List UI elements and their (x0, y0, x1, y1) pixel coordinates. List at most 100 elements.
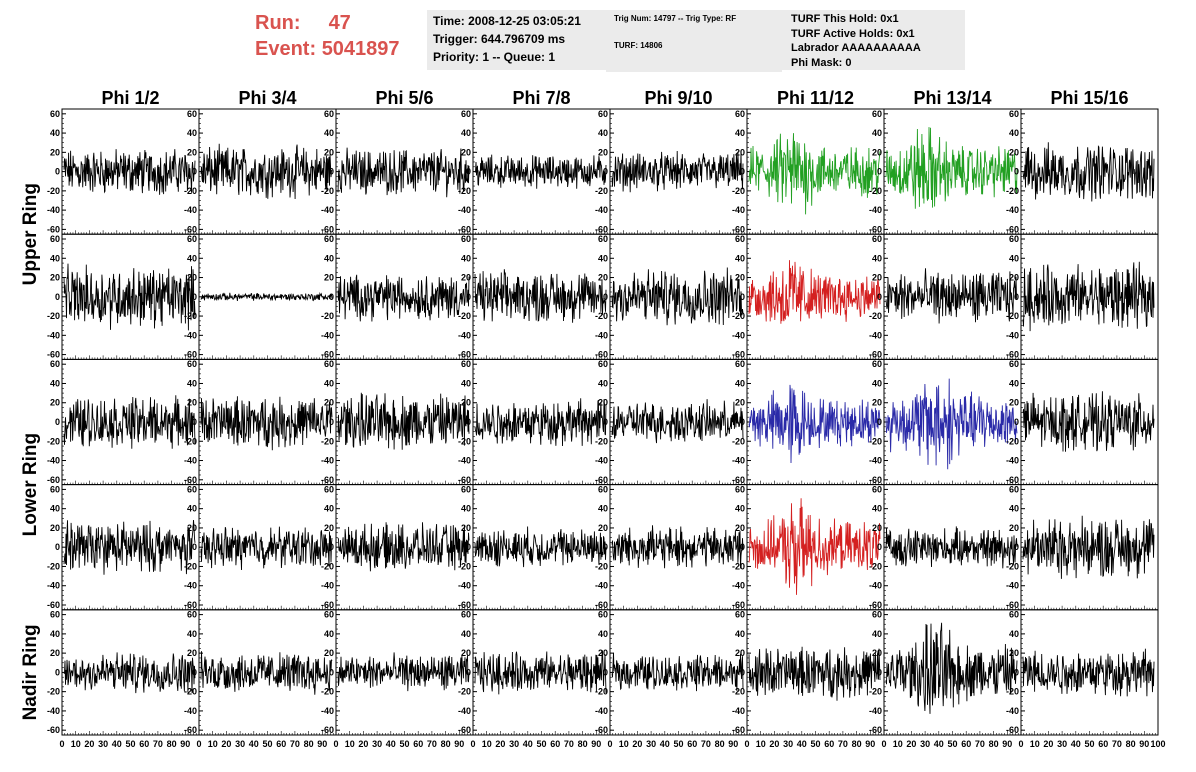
waveform-trace (63, 519, 196, 575)
y-tick-label: 20 (735, 398, 745, 408)
y-tick-label: -20 (869, 186, 882, 196)
y-tick-label: 60 (187, 109, 197, 119)
y-tick-label: 0 (329, 542, 334, 552)
y-tick-label: 0 (1014, 542, 1019, 552)
y-tick-label: 20 (50, 147, 60, 157)
y-tick-label: 40 (324, 253, 334, 263)
y-tick-label: -20 (184, 186, 197, 196)
waveform-trace (1022, 142, 1155, 202)
x-tick-label: 90 (180, 739, 190, 749)
y-tick-label: 0 (877, 542, 882, 552)
time-info-box: Time: 2008-12-25 03:05:21 Trigger: 644.7… (427, 10, 607, 70)
x-tick-label: 40 (249, 739, 259, 749)
y-tick-label: -40 (595, 330, 608, 340)
y-tick-label: -20 (595, 687, 608, 697)
y-tick-label: 20 (324, 398, 334, 408)
y-tick-label: 40 (461, 629, 471, 639)
y-tick-label: 40 (50, 378, 60, 388)
y-tick-label: 60 (872, 484, 882, 494)
y-tick-label: 40 (872, 504, 882, 514)
ring-label: Lower Ring (20, 433, 41, 536)
y-tick-label: 0 (603, 417, 608, 427)
y-tick-label: 60 (872, 359, 882, 369)
y-tick-label: 20 (872, 147, 882, 157)
y-tick-label: -40 (321, 205, 334, 215)
x-tick-label: 40 (660, 739, 670, 749)
y-tick-label: 40 (1009, 504, 1019, 514)
y-tick-label: -40 (732, 581, 745, 591)
y-tick-label: 20 (461, 648, 471, 658)
x-tick-label: 50 (1084, 739, 1094, 749)
y-tick-label: 60 (1009, 109, 1019, 119)
phi-column-header: Phi 1/2 (101, 88, 159, 108)
waveform-trace (200, 396, 333, 451)
waveform-trace (474, 650, 607, 695)
y-tick-label: -20 (732, 186, 745, 196)
waveform-trace (748, 384, 881, 464)
y-tick-label: -60 (869, 350, 882, 360)
y-tick-label: 40 (187, 378, 197, 388)
y-tick-label: 60 (1009, 234, 1019, 244)
y-tick-label: 20 (187, 523, 197, 533)
x-tick-label: 80 (989, 739, 999, 749)
x-tick-label: 10 (482, 739, 492, 749)
y-tick-label: -40 (184, 706, 197, 716)
y-tick-label: -40 (732, 330, 745, 340)
event-value: 5041897 (321, 38, 400, 60)
y-tick-label: -60 (595, 725, 608, 735)
y-tick-label: -20 (321, 186, 334, 196)
y-tick-label: 0 (1014, 167, 1019, 177)
y-tick-label: -20 (732, 687, 745, 697)
time-text: Time: 2008-12-25 03:05:21 (433, 14, 581, 28)
x-tick-label: 20 (358, 739, 368, 749)
y-tick-label: -40 (458, 706, 471, 716)
x-tick-label: 40 (523, 739, 533, 749)
x-tick-label: 40 (797, 739, 807, 749)
y-tick-label: 40 (50, 504, 60, 514)
y-tick-label: 40 (1009, 629, 1019, 639)
y-tick-label: -40 (47, 706, 60, 716)
y-tick-label: -40 (1006, 581, 1019, 591)
x-tick-label: 60 (1098, 739, 1108, 749)
y-tick-label: 60 (735, 484, 745, 494)
y-tick-label: -40 (458, 456, 471, 466)
waveform-trace (611, 652, 744, 692)
trigger-text: Trigger: 644.796709 ms (433, 32, 566, 46)
trig-num-text: Trig Num: 14797 -- Trig Type: RF (614, 14, 737, 23)
waveform-trace (885, 622, 1018, 714)
y-tick-label: -60 (458, 725, 471, 735)
y-tick-label: 0 (55, 542, 60, 552)
y-tick-label: -40 (184, 456, 197, 466)
y-tick-label: 0 (740, 542, 745, 552)
y-tick-label: -40 (458, 330, 471, 340)
run-label: Run: (255, 12, 301, 34)
y-tick-label: -40 (47, 330, 60, 340)
y-tick-label: 0 (603, 292, 608, 302)
y-tick-label: 40 (461, 504, 471, 514)
y-tick-label: 60 (324, 610, 334, 620)
y-tick-label: 20 (324, 523, 334, 533)
priority-text: Priority: 1 -- Queue: 1 (433, 50, 556, 64)
labrador-text: Labrador AAAAAAAAAA (791, 42, 921, 54)
y-tick-label: -60 (321, 725, 334, 735)
waveform-trace (611, 399, 744, 444)
phi-column-header: Phi 13/14 (913, 88, 991, 108)
y-tick-label: -60 (1006, 725, 1019, 735)
x-tick-label: 30 (1057, 739, 1067, 749)
waveform-trace (611, 150, 744, 193)
y-tick-label: -60 (321, 224, 334, 234)
y-tick-label: -60 (184, 475, 197, 485)
y-tick-label: -40 (1006, 456, 1019, 466)
y-tick-label: 60 (872, 234, 882, 244)
y-tick-label: -60 (869, 600, 882, 610)
y-tick-label: -60 (595, 475, 608, 485)
y-tick-label: -60 (47, 725, 60, 735)
y-tick-label: 0 (740, 417, 745, 427)
y-tick-label: 20 (324, 273, 334, 283)
y-tick-label: -60 (732, 350, 745, 360)
y-tick-label: -20 (595, 561, 608, 571)
y-tick-label: 60 (735, 359, 745, 369)
waveform-trace (885, 526, 1018, 569)
x-tick-label: 0 (607, 739, 612, 749)
phi-mask-text: Phi Mask: 0 (791, 56, 852, 69)
